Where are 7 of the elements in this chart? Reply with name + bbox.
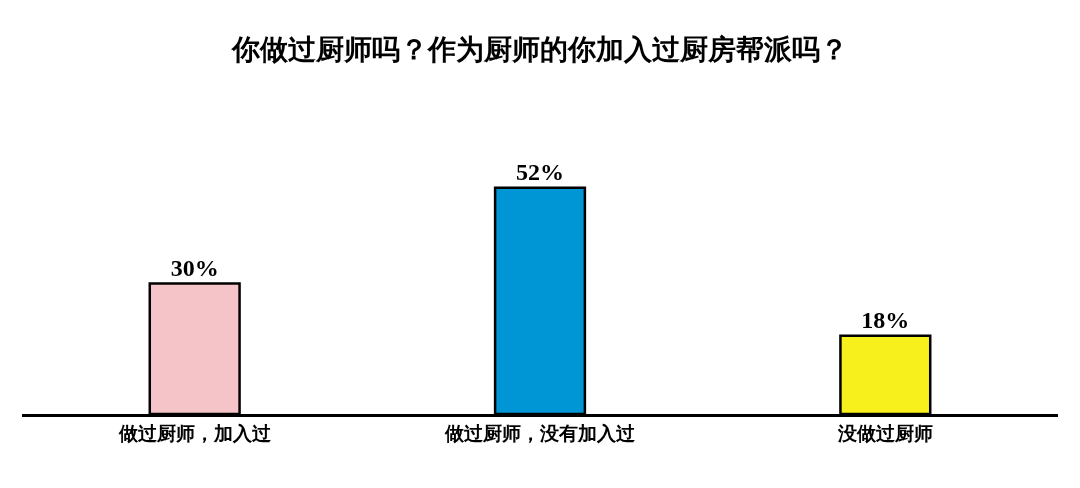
chart-title: 你做过厨师吗？作为厨师的你加入过厨房帮派吗？ (230, 32, 848, 66)
data-label: 30% (170, 254, 219, 281)
data-label: 18% (861, 306, 910, 333)
x-tick-label: 没做过厨师 (836, 421, 933, 444)
x-tick-label: 做过厨师，没有加入过 (444, 421, 636, 444)
x-tick-label: 做过厨师，加入过 (117, 421, 272, 444)
data-label: 52% (516, 158, 564, 185)
